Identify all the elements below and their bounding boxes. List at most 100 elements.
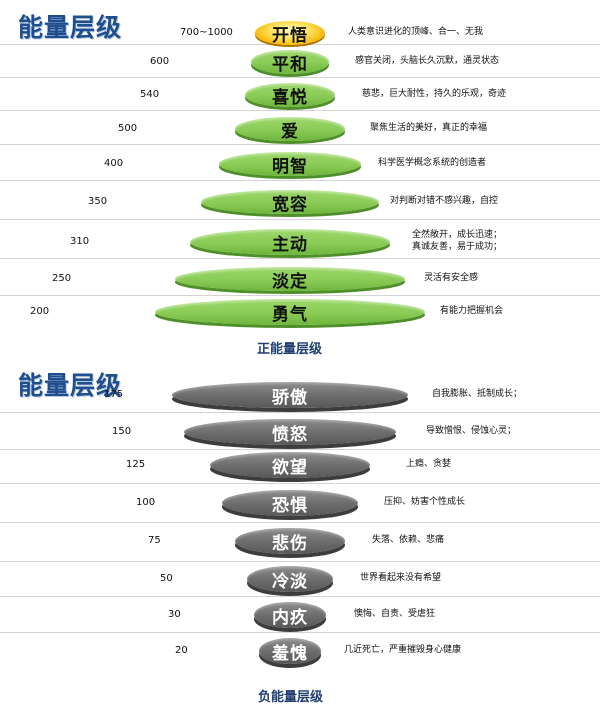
level-value: 50 <box>160 573 173 584</box>
row-divider <box>0 295 600 296</box>
level-value: 175 <box>104 389 124 400</box>
level-description-line: 人类意识进化的顶峰、合一、无我 <box>348 27 484 37</box>
row-divider <box>0 44 600 45</box>
level-description: 灵活有安全感 <box>424 272 478 284</box>
level-description: 对判断对错不感兴趣，自控 <box>390 195 498 207</box>
level-name: 开悟 <box>272 25 308 46</box>
level-description-line: 慈悲，巨大耐性，持久的乐观，奇迹 <box>362 89 507 99</box>
level-disk: 明智 <box>219 152 361 177</box>
level-name: 愤怒 <box>272 424 308 445</box>
level-description-line: 懊悔、自责、受虐狂 <box>354 609 436 619</box>
level-disk: 冷淡 <box>247 566 333 592</box>
level-value: 250 <box>52 273 72 284</box>
positive-section-title: 能量层级 <box>18 13 123 42</box>
level-name: 欲望 <box>272 457 308 478</box>
level-disk: 开悟 <box>255 21 325 46</box>
level-disk: 内疚 <box>254 602 326 628</box>
level-name: 羞愧 <box>272 643 308 664</box>
level-description: 上瘾、贪婪 <box>406 458 451 470</box>
level-description: 几近死亡，严重摧毁身心健康 <box>344 644 461 656</box>
level-disk: 勇气 <box>155 299 425 325</box>
level-value: 400 <box>104 158 124 169</box>
level-value: 540 <box>140 89 160 100</box>
level-value: 350 <box>88 196 108 207</box>
row-divider <box>0 561 600 562</box>
level-description-line: 对判断对错不感兴趣，自控 <box>390 196 499 206</box>
row-divider <box>0 596 600 597</box>
level-description: 慈悲，巨大耐性，持久的乐观，奇迹 <box>362 88 506 100</box>
level-name: 恐惧 <box>272 495 308 516</box>
level-value: 20 <box>175 645 188 656</box>
level-name: 淡定 <box>272 271 308 292</box>
level-disk: 主动 <box>190 229 390 255</box>
level-description-line: 聚焦生活的美好，真正的幸福 <box>370 123 488 133</box>
level-description: 失落、依赖、悲痛 <box>372 534 444 546</box>
level-name: 勇气 <box>272 304 308 325</box>
level-description: 导致憎恨、侵蚀心灵； <box>426 425 516 437</box>
level-disk: 平和 <box>251 50 329 75</box>
level-disk: 爱 <box>235 117 345 142</box>
row-divider <box>0 522 600 523</box>
level-value: 100 <box>136 497 156 508</box>
level-description-line: 失落、依赖、悲痛 <box>372 535 445 545</box>
row-divider <box>0 77 600 78</box>
level-description-line: 压抑、妨害个性成长 <box>384 497 466 507</box>
row-divider <box>0 144 600 145</box>
level-description: 全然敞开，成长迅速； 真诚友善，易于成功； <box>412 229 502 253</box>
level-name: 内疚 <box>272 607 308 628</box>
level-value: 30 <box>168 609 181 620</box>
level-disk: 喜悦 <box>245 83 335 108</box>
level-value: 150 <box>112 426 132 437</box>
negative-caption: 负能量层级 <box>258 690 324 705</box>
level-name: 宽容 <box>272 194 308 215</box>
negative-section-title: 能量层级 <box>18 371 123 400</box>
level-description: 人类意识进化的顶峰、合一、无我 <box>348 26 483 38</box>
level-description-line: 有能力把握机会 <box>440 306 504 316</box>
level-description-line: 感官关闭，头脑长久沉默，通灵状态 <box>355 56 500 66</box>
level-name: 明智 <box>272 156 308 177</box>
level-value: 75 <box>148 535 161 546</box>
level-name: 平和 <box>272 54 308 75</box>
level-name: 骄傲 <box>272 387 308 408</box>
level-description-line: 自我膨胀、抵制成长； <box>432 389 523 399</box>
level-description: 压抑、妨害个性成长 <box>384 496 465 508</box>
row-divider <box>0 258 600 259</box>
level-disk: 欲望 <box>210 452 370 478</box>
level-description-line: 上瘾、贪婪 <box>406 459 452 469</box>
level-description-line: 导致憎恨、侵蚀心灵； <box>426 426 517 436</box>
level-name: 爱 <box>281 121 299 142</box>
level-name: 悲伤 <box>272 533 308 554</box>
level-disk: 宽容 <box>201 190 379 215</box>
row-divider <box>0 632 600 633</box>
level-description: 世界看起来没有希望 <box>360 572 441 584</box>
level-value: 200 <box>30 306 50 317</box>
level-value: 125 <box>126 459 146 470</box>
row-divider <box>0 483 600 484</box>
row-divider <box>0 219 600 220</box>
level-description: 懊悔、自责、受虐狂 <box>354 608 435 620</box>
level-disk: 淡定 <box>175 267 405 292</box>
level-disk: 愤怒 <box>184 419 396 445</box>
level-description-line: 世界看起来没有希望 <box>360 573 442 583</box>
level-name: 冷淡 <box>272 571 308 592</box>
level-name: 主动 <box>272 234 308 255</box>
level-description: 聚焦生活的美好，真正的幸福 <box>370 122 487 134</box>
level-disk: 恐惧 <box>222 490 358 516</box>
level-description: 感官关闭，头脑长久沉默，通灵状态 <box>355 55 499 67</box>
level-disk: 悲伤 <box>235 528 345 554</box>
level-name: 喜悦 <box>272 87 308 108</box>
level-description-line: 科学医学概念系统的创造者 <box>378 158 487 168</box>
level-description: 有能力把握机会 <box>440 305 503 317</box>
level-description-line: 真诚友善，易于成功； <box>412 242 503 252</box>
level-description: 自我膨胀、抵制成长； <box>432 388 522 400</box>
row-divider <box>0 449 600 450</box>
row-divider <box>0 180 600 181</box>
positive-caption: 正能量层级 <box>257 342 323 357</box>
level-description-line: 灵活有安全感 <box>424 273 479 283</box>
level-description-line: 几近死亡，严重摧毁身心健康 <box>344 645 462 655</box>
level-description: 科学医学概念系统的创造者 <box>378 157 486 169</box>
level-value: 600 <box>150 56 170 67</box>
level-description-line: 全然敞开，成长迅速； <box>412 230 503 240</box>
level-disk: 羞愧 <box>259 638 321 664</box>
row-divider <box>0 110 600 111</box>
